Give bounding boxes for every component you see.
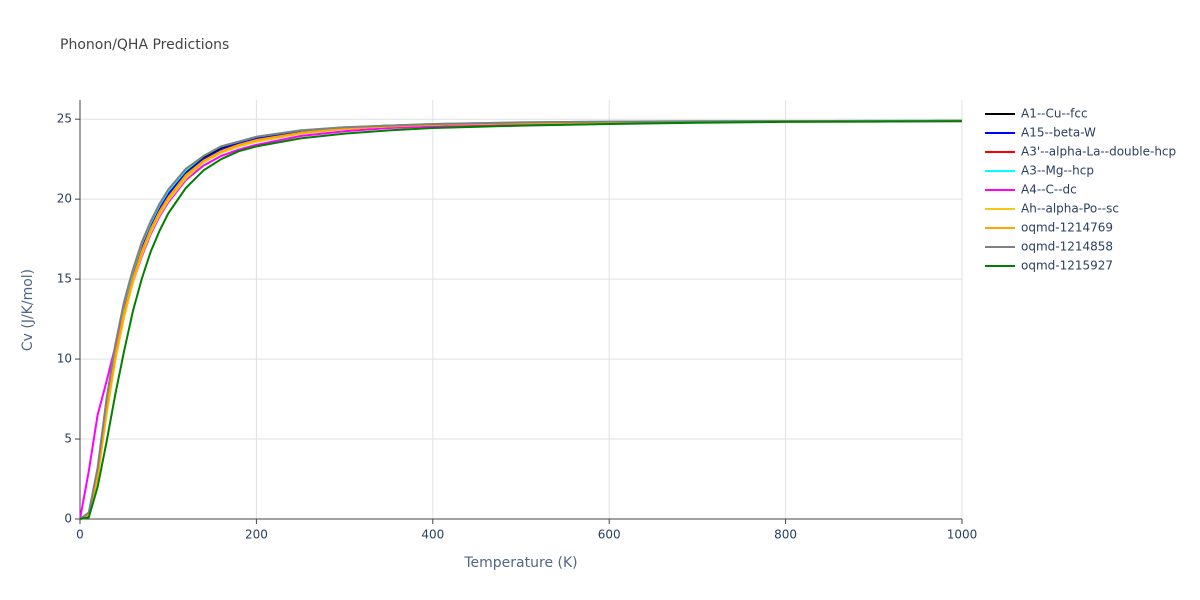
data-line — [79, 119, 963, 520]
legend-label: Ah--alpha-Po--sc — [1021, 202, 1119, 216]
data-line — [79, 119, 963, 520]
data-line — [79, 119, 963, 520]
legend-label: oqmd-1214769 — [1021, 221, 1113, 235]
data-line — [79, 119, 963, 520]
data-line — [79, 120, 963, 520]
data-line — [79, 119, 963, 520]
y-tick-label: 0 — [64, 512, 72, 526]
data-line — [79, 120, 963, 520]
legend-label: A3'--alpha-La--double-hcp — [1021, 145, 1176, 159]
legend-label: A4--C--dc — [1021, 183, 1077, 197]
data-line — [79, 119, 963, 520]
data-line — [79, 119, 963, 520]
y-tick-label: 10 — [57, 352, 72, 366]
y-tick-label: 25 — [57, 112, 72, 126]
legend-label: A3--Mg--hcp — [1021, 164, 1094, 178]
x-tick-label: 1000 — [947, 528, 978, 542]
x-tick-label: 600 — [598, 528, 621, 542]
legend-label: oqmd-1214858 — [1021, 240, 1113, 254]
x-axis-title: Temperature (K) — [463, 555, 577, 571]
y-axis-title: Cv (J/K/mol) — [20, 269, 36, 351]
x-tick-label: 800 — [774, 528, 797, 542]
legend-label: A1--Cu--fcc — [1021, 107, 1088, 121]
y-tick-label: 20 — [57, 192, 72, 206]
x-tick-label: 0 — [76, 528, 84, 542]
x-tick-label: 400 — [421, 528, 444, 542]
y-tick-label: 15 — [57, 272, 72, 286]
y-tick-label: 5 — [64, 432, 72, 446]
legend-label: oqmd-1215927 — [1021, 259, 1113, 273]
x-tick-label: 200 — [245, 528, 268, 542]
legend-label: A15--beta-W — [1021, 126, 1096, 140]
chart-title: Phonon/QHA Predictions — [60, 37, 229, 53]
